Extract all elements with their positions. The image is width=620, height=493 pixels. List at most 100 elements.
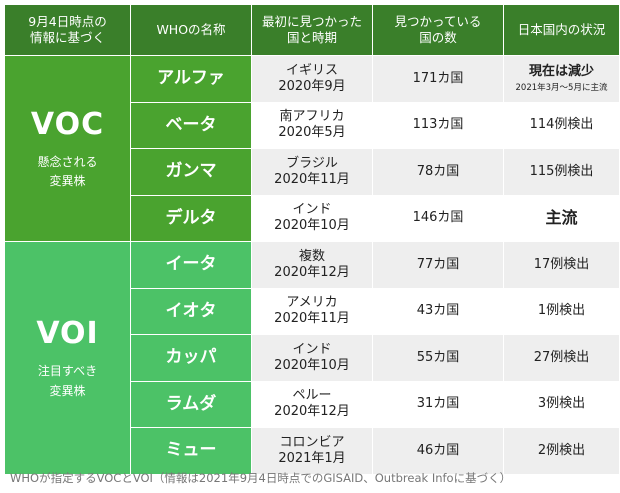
variant-name: イータ: [165, 254, 217, 275]
variant-name: ラムダ: [165, 393, 217, 414]
variant-name: カッパ: [165, 347, 217, 368]
japan-status-cell: 2例検出: [504, 428, 619, 474]
japan-status-cell: 現在は減少 2021年3月〜5月に主流: [504, 56, 619, 102]
japan-status: 2例検出: [537, 442, 586, 458]
header-country-count: 見つかっている 国の数: [373, 5, 503, 55]
country-count-cell: 78カ国: [373, 149, 503, 195]
country-count: 146カ国: [412, 210, 464, 226]
voc-code: VOC: [30, 106, 105, 142]
voc-sub: 懸念される 変異株: [37, 153, 97, 191]
origin-date: 2020年9月: [278, 78, 346, 94]
country-count-cell: 55カ国: [373, 335, 503, 381]
header-basis-line1: 9月4日時点の: [28, 14, 107, 30]
japan-status: 3例検出: [537, 396, 586, 412]
japan-status: 現在は減少: [528, 63, 594, 79]
origin-date: 2020年10月: [274, 218, 350, 234]
first-found-cell: 南アフリカ 2020年5月: [252, 102, 372, 148]
japan-status: 主流: [545, 208, 578, 228]
japan-status: 17例検出: [533, 256, 590, 272]
first-found-cell: アメリカ 2020年11月: [252, 288, 372, 334]
origin-country: イギリス: [285, 62, 338, 78]
origin-country: コロンビア: [279, 434, 345, 450]
origin-date: 2020年11月: [274, 311, 350, 327]
header-who-name: WHOの名称: [131, 5, 251, 55]
first-found-cell: ペルー 2020年12月: [252, 381, 372, 427]
japan-status-note: 2021年3月〜5月に主流: [515, 83, 608, 94]
country-count: 31カ国: [416, 396, 460, 412]
japan-status-cell: 17例検出: [504, 242, 619, 288]
header-basis-line2: 情報に基づく: [29, 30, 105, 45]
japan-status: 27例検出: [533, 349, 590, 365]
origin-country: インド: [292, 341, 332, 357]
first-found-cell: インド 2020年10月: [252, 335, 372, 381]
table-caption: WHOが指定するVOCとVOI（情報は2021年9月4日時点でのGISAID、O…: [10, 471, 512, 485]
header-country-count-line1: 見つかっている: [394, 14, 482, 30]
variant-name: アルファ: [157, 68, 225, 89]
variant-name-cell: イータ: [131, 242, 251, 288]
header-who-name-label: WHOの名称: [156, 22, 226, 38]
japan-status: 115例検出: [529, 163, 594, 179]
first-found-cell: インド 2020年10月: [252, 195, 372, 241]
japan-status-cell: 27例検出: [504, 335, 619, 381]
voc-sub-line1: 懸念される: [37, 155, 98, 170]
variant-name-cell: アルファ: [131, 56, 251, 102]
origin-country: 南アフリカ: [279, 109, 345, 124]
variant-name: デルタ: [165, 207, 217, 228]
origin-country: 複数: [298, 248, 325, 264]
origin-country: アメリカ: [286, 295, 338, 310]
variant-name-cell: カッパ: [131, 335, 251, 381]
voi-sub-line2: 変異株: [49, 383, 86, 398]
japan-status-cell: 主流: [504, 195, 619, 241]
country-count: 55カ国: [416, 349, 460, 365]
country-count: 113カ国: [412, 117, 464, 133]
variant-name-cell: ベータ: [131, 102, 251, 148]
japan-status-cell: 3例検出: [504, 381, 619, 427]
japan-status: 114例検出: [529, 117, 594, 133]
variant-name-cell: デルタ: [131, 195, 251, 241]
country-count: 77カ国: [416, 256, 460, 272]
country-count-cell: 171カ国: [373, 56, 503, 102]
origin-date: 2020年10月: [274, 357, 350, 373]
country-count: 46カ国: [416, 442, 460, 458]
variant-name-cell: ラムダ: [131, 381, 251, 427]
header-first-found-line2: 国と時期: [286, 30, 337, 45]
voc-group-label: VOC 懸念される 変異株: [5, 56, 130, 241]
variant-name-cell: ミュー: [131, 428, 251, 474]
header-country-count-line2: 国の数: [419, 30, 457, 45]
country-count: 171カ国: [412, 70, 464, 86]
variant-name-cell: イオタ: [131, 288, 251, 334]
header-japan-status-label: 日本国内の状況: [517, 22, 606, 38]
voi-sub-line1: 注目すべき: [37, 364, 98, 379]
origin-date: 2020年12月: [274, 404, 350, 420]
voi-sub: 注目すべき 変異株: [38, 362, 97, 400]
origin-country: インド: [292, 202, 332, 217]
country-count-cell: 113カ国: [373, 102, 503, 148]
voi-group-label: VOI 注目すべき 変異株: [5, 242, 130, 474]
country-count-cell: 46カ国: [373, 428, 503, 474]
first-found-cell: コロンビア 2021年1月: [252, 428, 372, 474]
origin-date: 2020年5月: [278, 125, 346, 141]
origin-country: ブラジル: [286, 155, 338, 171]
first-found-cell: ブラジル 2020年11月: [252, 149, 372, 195]
japan-status: 1例検出: [537, 303, 586, 319]
voc-sub-line2: 変異株: [49, 174, 86, 189]
origin-date: 2020年12月: [274, 264, 350, 280]
first-found-cell: 複数 2020年12月: [252, 242, 372, 288]
origin-country: ペルー: [292, 388, 332, 403]
variant-name: ベータ: [165, 114, 217, 135]
variant-name-cell: ガンマ: [131, 149, 251, 195]
country-count-cell: 146カ国: [373, 195, 503, 241]
country-count-cell: 77カ国: [373, 242, 503, 288]
country-count: 43カ国: [416, 303, 460, 319]
header-first-found: 最初に見つかった 国と時期: [252, 5, 372, 55]
header-japan-status: 日本国内の状況: [504, 5, 619, 55]
origin-date: 2020年11月: [274, 171, 350, 187]
country-count-cell: 31カ国: [373, 381, 503, 427]
japan-status-cell: 1例検出: [504, 288, 619, 334]
variants-table: 9月4日時点の 情報に基づく WHOの名称 最初に見つかった 国と時期 見つかっ…: [5, 5, 619, 474]
header-first-found-line1: 最初に見つかった: [261, 14, 362, 30]
variant-name: ガンマ: [165, 161, 217, 182]
country-count: 78カ国: [416, 163, 460, 179]
origin-date: 2021年1月: [278, 450, 346, 466]
japan-status-cell: 114例検出: [504, 102, 619, 148]
